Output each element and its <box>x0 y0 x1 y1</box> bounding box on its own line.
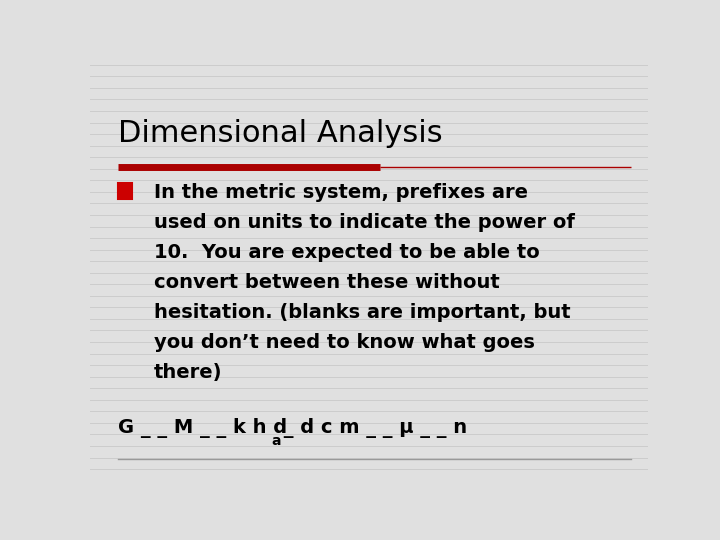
Text: _ d c m _ _ μ _ _ n: _ d c m _ _ μ _ _ n <box>277 418 467 438</box>
Text: a: a <box>271 434 281 448</box>
Text: hesitation. (blanks are important, but: hesitation. (blanks are important, but <box>154 303 571 322</box>
Text: 10.  You are expected to be able to: 10. You are expected to be able to <box>154 243 540 262</box>
Text: convert between these without: convert between these without <box>154 273 500 292</box>
Text: G _ _ M _ _ k h d: G _ _ M _ _ k h d <box>118 418 287 438</box>
Text: there): there) <box>154 363 222 382</box>
Text: Dimensional Analysis: Dimensional Analysis <box>118 119 443 148</box>
Text: In the metric system, prefixes are: In the metric system, prefixes are <box>154 183 528 202</box>
Bar <box>118 183 132 199</box>
Text: used on units to indicate the power of: used on units to indicate the power of <box>154 213 575 232</box>
Text: you don’t need to know what goes: you don’t need to know what goes <box>154 333 535 352</box>
